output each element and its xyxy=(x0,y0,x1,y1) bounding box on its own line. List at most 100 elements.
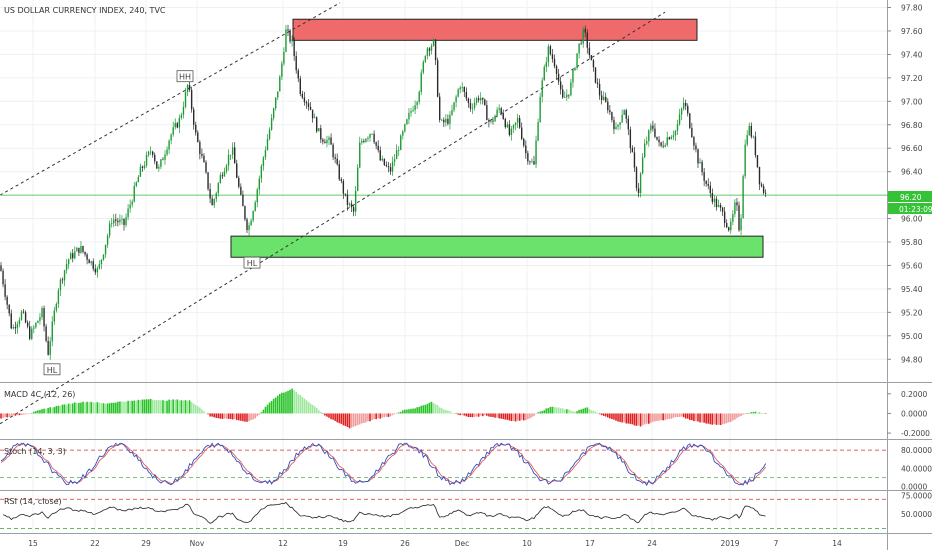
candle-body xyxy=(543,66,545,81)
candle-body xyxy=(141,166,144,168)
macd-bar xyxy=(420,405,423,414)
candle-body xyxy=(342,180,345,194)
macd-bar xyxy=(424,404,427,414)
time-tick-label: 26 xyxy=(400,539,410,548)
macd-bar xyxy=(471,413,474,418)
macd-bar xyxy=(643,413,646,425)
macd-bar xyxy=(545,408,548,414)
candle-body xyxy=(375,142,377,146)
macd-bar xyxy=(346,413,349,428)
macd-bar xyxy=(231,413,234,420)
macd-bar xyxy=(147,399,150,414)
price-axis[interactable]: 97.80 97.60 97.40 97.20 97.00 96.80 96.60 96.40… xyxy=(887,4,923,365)
macd-bar xyxy=(365,413,367,423)
macd-bar xyxy=(123,401,125,414)
candle-body xyxy=(113,219,115,224)
macd-bar xyxy=(35,411,37,414)
candle-body xyxy=(646,141,648,144)
candle-body xyxy=(4,284,6,297)
candle-body xyxy=(223,171,226,177)
candle-body xyxy=(596,82,599,84)
macd-bar xyxy=(758,412,761,414)
candle-body xyxy=(78,247,80,253)
trend-channel-lower-line[interactable] xyxy=(0,11,666,425)
macd-histogram xyxy=(0,388,767,429)
macd-bar xyxy=(555,407,558,414)
candle-body xyxy=(535,140,537,165)
macd-bar xyxy=(297,394,300,414)
macd-bar xyxy=(529,413,531,419)
resistance-zone[interactable] xyxy=(292,18,698,41)
macd-bar xyxy=(611,413,613,420)
candle-body xyxy=(240,186,242,195)
candle-body xyxy=(439,96,441,120)
macd-bar xyxy=(750,412,753,414)
candle-body xyxy=(644,143,646,158)
macd-bar xyxy=(725,413,728,424)
macd-bar xyxy=(307,401,310,414)
macd-bar xyxy=(553,407,556,414)
candle-body xyxy=(457,89,459,97)
candle-body xyxy=(39,317,41,321)
candle-body xyxy=(504,118,506,128)
macd-title: MACD 4C (12, 26) xyxy=(4,390,75,399)
candle-body xyxy=(613,119,615,130)
candle-body xyxy=(654,128,656,137)
candle-body xyxy=(502,113,504,119)
macd-bar xyxy=(285,391,287,414)
candle-body xyxy=(406,119,408,125)
macd-bar xyxy=(344,413,347,426)
macd-bar xyxy=(373,413,375,420)
candle-body xyxy=(371,133,373,135)
macd-bar xyxy=(732,413,734,421)
candle-body xyxy=(51,321,53,342)
candle-body xyxy=(621,114,623,123)
macd-bar xyxy=(436,405,439,414)
candle-body xyxy=(313,117,316,119)
time-axis[interactable]: 15 22 29 Nov 12 19 26 Dec 10 17 24 2019 7 14 xyxy=(28,539,842,548)
trend-channel-upper-line[interactable] xyxy=(0,2,341,196)
candle-body xyxy=(268,129,271,140)
macd-bar xyxy=(461,413,464,416)
macd-bar xyxy=(691,413,693,421)
macd-bar xyxy=(496,413,498,418)
macd-bar xyxy=(627,413,630,424)
candle-body xyxy=(365,138,367,142)
candle-body xyxy=(428,48,431,51)
macd-bar xyxy=(313,406,316,414)
candle-body xyxy=(666,137,668,146)
candle-body xyxy=(705,180,707,184)
candle-body xyxy=(728,227,730,231)
annotation-label: HL xyxy=(247,259,258,268)
macd-bar xyxy=(274,397,277,414)
candle-body xyxy=(453,102,455,111)
macd-bar xyxy=(41,409,43,414)
candle-body xyxy=(10,313,12,329)
support-zone[interactable] xyxy=(230,235,764,258)
macd-bar xyxy=(342,413,345,426)
macd-bar xyxy=(71,403,74,414)
macd-bar xyxy=(602,413,605,416)
rsi-lines xyxy=(0,498,887,529)
candle-body xyxy=(209,188,211,199)
macd-bar xyxy=(615,413,617,421)
macd-bar xyxy=(182,400,185,414)
macd-bar xyxy=(762,413,765,414)
candle-body xyxy=(590,55,593,61)
candle-body xyxy=(523,138,525,146)
macd-bar xyxy=(276,395,279,414)
macd-bar xyxy=(744,413,746,415)
time-tick-label: 14 xyxy=(832,539,842,548)
macd-bar xyxy=(473,413,476,417)
candle-body xyxy=(441,119,443,121)
macd-bar xyxy=(402,410,404,414)
macd-bar xyxy=(178,400,181,414)
macd-bar xyxy=(570,410,572,414)
candle-body xyxy=(65,264,68,271)
candle-body xyxy=(726,223,728,228)
candle-body xyxy=(480,97,482,101)
candle-body xyxy=(231,147,234,155)
candle-body xyxy=(414,105,416,111)
candle-body xyxy=(650,125,652,131)
